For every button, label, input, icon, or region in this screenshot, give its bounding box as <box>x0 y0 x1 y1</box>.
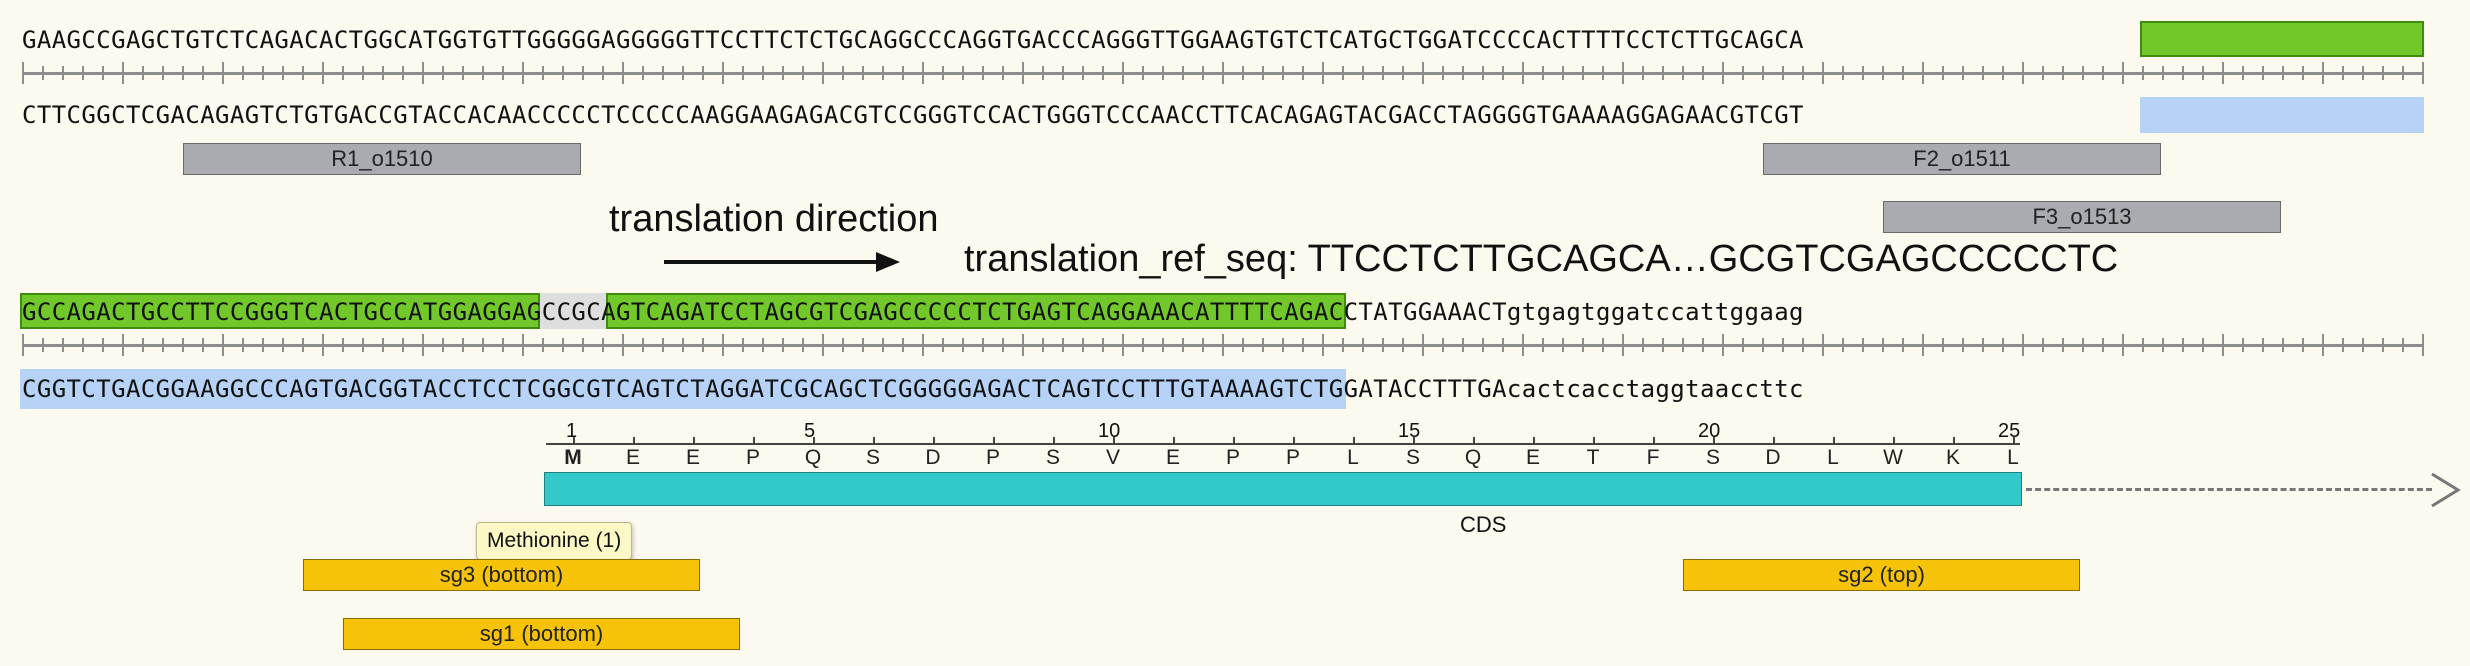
aa-tick <box>1413 437 1415 445</box>
primer-highlight-bottom <box>2140 97 2424 133</box>
aa-tick <box>1233 437 1235 445</box>
amino-acid-10[interactable]: V <box>1105 446 1120 469</box>
primer-highlight-top <box>2140 21 2424 57</box>
aa-tick <box>933 437 935 445</box>
cds-label: CDS <box>1460 512 1507 537</box>
sequence-ruler-row2 <box>22 334 2424 356</box>
ref-seq-complement-highlight <box>20 369 1346 409</box>
translation-direction-label: translation direction <box>609 198 939 240</box>
translation-ref-seq-label: translation_ref_seq: TTCCTCTTGCAGCA…GCGT… <box>964 238 2119 280</box>
aa-tick <box>1113 437 1115 445</box>
amino-acid-5[interactable]: Q <box>804 446 822 469</box>
bottom-strand-row1[interactable]: CTTCGGCTCGACAGAGTCTGTGACCGTACCACAACCCCCT… <box>22 101 1804 129</box>
amino-acid-6[interactable]: S <box>865 446 880 469</box>
aa-axis-line <box>546 443 2020 445</box>
aa-tick <box>1053 437 1055 445</box>
aa-tick <box>1533 437 1535 445</box>
guide-sg2-top[interactable]: sg2 (top) <box>1683 559 2080 591</box>
amino-acid-19[interactable]: F <box>1646 446 1660 469</box>
amino-acid-17[interactable]: E <box>1525 446 1540 469</box>
primer-f3-o1513[interactable]: F3_o1513 <box>1883 201 2281 233</box>
aa-tick <box>1713 437 1715 445</box>
aa-number-15: 15 <box>1398 420 1421 442</box>
amino-acid-15[interactable]: S <box>1405 446 1420 469</box>
cds-continuation-arrow-icon <box>2431 472 2461 508</box>
start-codon-highlight <box>540 293 606 329</box>
aa-tick <box>2013 437 2015 445</box>
amino-acid-8[interactable]: P <box>985 446 1000 469</box>
primer-f2-o1511[interactable]: F2_o1511 <box>1763 143 2161 175</box>
amino-acid-21[interactable]: D <box>1765 446 1781 469</box>
translation-direction-arrow-icon <box>664 252 900 272</box>
top-strand-row2[interactable]: GCCAGACTGCCTTCCGGGTCACTGCCATGGAGGAGCCGCA… <box>22 298 1804 326</box>
aa-tick <box>1833 437 1835 445</box>
cds-continuation-line <box>2026 488 2432 491</box>
amino-acid-20[interactable]: S <box>1705 446 1720 469</box>
aa-number-10: 10 <box>1098 420 1121 442</box>
amino-acid-24[interactable]: K <box>1945 446 1960 469</box>
aa-tick <box>1353 437 1355 445</box>
aa-tick <box>693 437 695 445</box>
ref-seq-highlight-left <box>20 293 540 329</box>
amino-acid-4[interactable]: P <box>745 446 760 469</box>
aa-tick <box>633 437 635 445</box>
aa-tick <box>813 437 815 445</box>
ref-seq-highlight-right <box>606 293 1346 329</box>
aa-number-20: 20 <box>1698 420 1721 442</box>
aa-tick <box>993 437 995 445</box>
aa-tick <box>573 437 575 445</box>
aa-tick <box>873 437 875 445</box>
amino-acid-22[interactable]: L <box>1827 446 1839 469</box>
amino-acid-11[interactable]: E <box>1165 446 1180 469</box>
aa-number-1: 1 <box>566 420 578 442</box>
amino-acid-7[interactable]: D <box>925 446 941 469</box>
guide-sg3-bottom[interactable]: sg3 (bottom) <box>303 559 700 591</box>
aa-tick <box>1593 437 1595 445</box>
amino-acid-13[interactable]: P <box>1285 446 1300 469</box>
amino-acid-23[interactable]: W <box>1883 446 1903 469</box>
amino-acid-3[interactable]: E <box>685 446 700 469</box>
guide-sg1-bottom[interactable]: sg1 (bottom) <box>343 618 740 650</box>
cds-feature-bar[interactable] <box>544 472 2022 506</box>
amino-acid-14[interactable]: L <box>1347 446 1359 469</box>
aa-tick <box>1173 437 1175 445</box>
amino-acid-16[interactable]: Q <box>1464 446 1482 469</box>
sequence-ruler-row1 <box>22 62 2424 84</box>
aa-tick <box>1653 437 1655 445</box>
amino-acid-25[interactable]: L <box>2007 446 2019 469</box>
bottom-strand-row2[interactable]: CGGTCTGACGGAAGGCCCAGTGACGGTACCTCCTCGGCGT… <box>22 375 1804 403</box>
primer-r1-o1510[interactable]: R1_o1510 <box>183 143 581 175</box>
aa-tick <box>1953 437 1955 445</box>
aa-tick <box>1473 437 1475 445</box>
amino-acid-2[interactable]: E <box>625 446 640 469</box>
amino-acid-12[interactable]: P <box>1225 446 1240 469</box>
aa-tick <box>1293 437 1295 445</box>
aa-number-5: 5 <box>804 420 816 442</box>
aa-tick <box>1773 437 1775 445</box>
amino-acid-18[interactable]: T <box>1586 446 1600 469</box>
methionine-tooltip: Methionine (1) <box>476 522 633 560</box>
amino-acid-1[interactable]: M <box>564 446 582 469</box>
top-strand-row1[interactable]: GAAGCCGAGCTGTCTCAGACACTGGCATGGTGTTGGGGGA… <box>22 26 1804 54</box>
aa-number-25: 25 <box>1998 420 2021 442</box>
aa-tick <box>1893 437 1895 445</box>
amino-acid-9[interactable]: S <box>1045 446 1060 469</box>
aa-tick <box>753 437 755 445</box>
